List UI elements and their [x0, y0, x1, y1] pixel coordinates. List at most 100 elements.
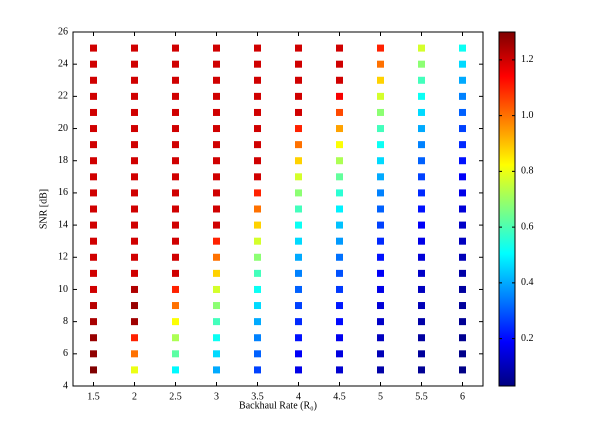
data-square	[172, 44, 179, 52]
data-square	[377, 141, 384, 149]
data-square	[172, 302, 179, 310]
y-tick-label: 26	[58, 26, 68, 37]
data-square	[254, 44, 261, 52]
data-square	[377, 285, 384, 293]
data-square	[459, 44, 466, 52]
data-square	[418, 302, 425, 310]
data-square	[459, 205, 466, 213]
data-square	[90, 237, 97, 245]
data-square	[336, 205, 343, 213]
data-square	[90, 285, 97, 293]
data-square	[254, 334, 261, 342]
data-square	[213, 269, 220, 277]
data-square	[213, 205, 220, 213]
data-square	[377, 60, 384, 68]
x-tick-label: 2.5	[169, 391, 182, 402]
data-square	[336, 44, 343, 52]
x-tick-label: 5	[378, 391, 383, 402]
data-square	[377, 125, 384, 133]
data-square	[172, 205, 179, 213]
data-square	[254, 366, 261, 374]
data-square	[90, 334, 97, 342]
data-square	[336, 108, 343, 116]
data-square	[459, 92, 466, 100]
data-square	[172, 173, 179, 181]
data-square	[254, 92, 261, 100]
data-square	[295, 108, 302, 116]
data-square	[213, 285, 220, 293]
data-square	[213, 92, 220, 100]
data-square	[90, 92, 97, 100]
data-square	[172, 221, 179, 229]
data-square	[459, 350, 466, 358]
data-square	[295, 60, 302, 68]
data-square	[459, 366, 466, 374]
data-square	[254, 237, 261, 245]
data-square	[377, 350, 384, 358]
data-square	[172, 237, 179, 245]
data-square	[172, 285, 179, 293]
data-square	[131, 269, 138, 277]
data-square	[90, 44, 97, 52]
data-square	[459, 108, 466, 116]
data-square	[295, 44, 302, 52]
data-square	[377, 173, 384, 181]
data-square	[131, 350, 138, 358]
data-square	[90, 302, 97, 310]
y-tick-label: 24	[58, 58, 68, 69]
data-square	[254, 285, 261, 293]
data-square	[131, 253, 138, 261]
data-square	[172, 350, 179, 358]
data-square	[295, 221, 302, 229]
data-square	[336, 221, 343, 229]
data-square	[172, 108, 179, 116]
data-square	[90, 318, 97, 326]
x-tick-label: 4	[296, 391, 301, 402]
colorbar-tick-label: 1.2	[521, 54, 534, 65]
data-square	[459, 125, 466, 133]
data-square	[213, 366, 220, 374]
data-square	[377, 269, 384, 277]
data-square	[418, 92, 425, 100]
data-square	[295, 253, 302, 261]
data-square	[172, 125, 179, 133]
y-tick-label: 20	[58, 123, 68, 134]
data-square	[336, 60, 343, 68]
data-square	[131, 44, 138, 52]
data-square	[131, 108, 138, 116]
data-square	[418, 76, 425, 84]
data-square	[254, 253, 261, 261]
data-square	[213, 302, 220, 310]
data-square	[295, 125, 302, 133]
y-tick-label: 6	[63, 348, 68, 359]
data-square	[418, 237, 425, 245]
y-tick-label: 12	[58, 252, 68, 263]
data-square	[172, 76, 179, 84]
data-square	[336, 92, 343, 100]
data-square	[377, 76, 384, 84]
x-tick-label: 3.5	[251, 391, 264, 402]
data-square	[295, 141, 302, 149]
data-square	[336, 157, 343, 165]
data-square	[418, 157, 425, 165]
data-square	[90, 60, 97, 68]
data-square	[459, 285, 466, 293]
data-square	[377, 318, 384, 326]
data-square	[459, 221, 466, 229]
data-square	[90, 125, 97, 133]
data-square	[213, 189, 220, 197]
y-tick-label: 10	[58, 284, 68, 295]
data-square	[295, 350, 302, 358]
data-square	[295, 318, 302, 326]
data-square	[336, 141, 343, 149]
data-square	[377, 366, 384, 374]
data-square	[336, 189, 343, 197]
data-square	[213, 108, 220, 116]
data-square	[254, 76, 261, 84]
data-square	[377, 157, 384, 165]
data-square	[295, 334, 302, 342]
data-square	[90, 221, 97, 229]
data-square	[295, 366, 302, 374]
data-square	[213, 173, 220, 181]
data-square	[90, 189, 97, 197]
